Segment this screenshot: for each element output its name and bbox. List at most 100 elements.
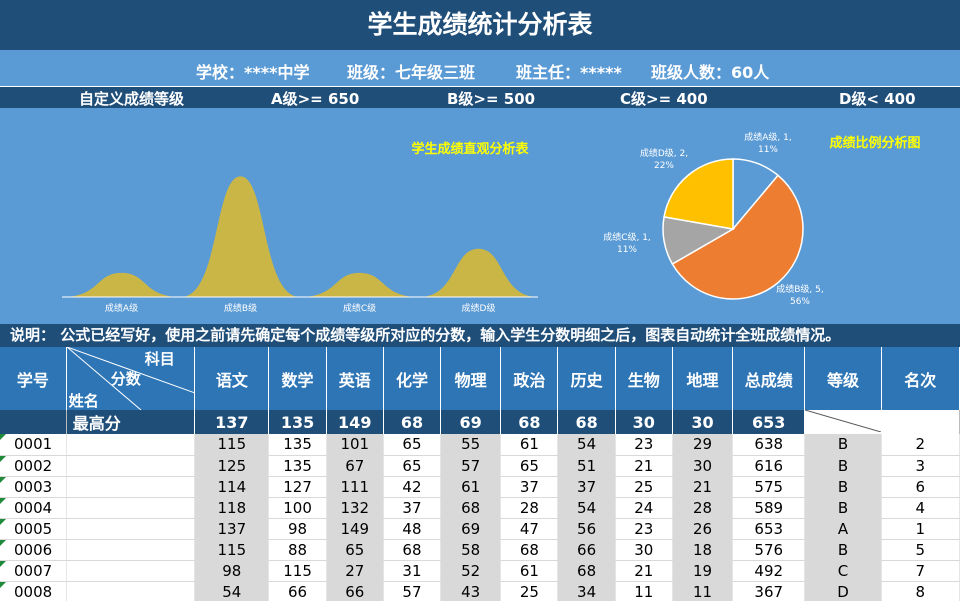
score-cell[interactable]: 11: [615, 581, 673, 601]
score-cell[interactable]: 68: [557, 560, 616, 582]
score-cell[interactable]: 31: [383, 560, 442, 582]
rank-cell[interactable]: 8: [881, 581, 960, 601]
score-cell[interactable]: 68: [383, 539, 442, 561]
grade-cell[interactable]: B: [804, 434, 882, 456]
score-cell[interactable]: 54: [194, 581, 270, 601]
score-cell[interactable]: 69: [440, 518, 502, 540]
student-id-cell[interactable]: 0008: [0, 581, 67, 601]
score-cell[interactable]: 25: [615, 476, 673, 498]
student-name-cell[interactable]: [66, 518, 196, 540]
total-cell[interactable]: 367: [732, 581, 806, 601]
score-cell[interactable]: 18: [672, 539, 734, 561]
score-cell[interactable]: 66: [268, 581, 327, 601]
score-cell[interactable]: 137: [194, 518, 270, 540]
score-cell[interactable]: 114: [194, 476, 270, 498]
score-cell[interactable]: 30: [672, 455, 734, 477]
score-cell[interactable]: 37: [500, 476, 559, 498]
score-cell[interactable]: 98: [194, 560, 270, 582]
score-cell[interactable]: 21: [615, 455, 673, 477]
score-cell[interactable]: 98: [268, 518, 327, 540]
score-cell[interactable]: 56: [557, 518, 616, 540]
total-cell[interactable]: 616: [732, 455, 806, 477]
score-cell[interactable]: 29: [672, 434, 734, 456]
score-cell[interactable]: 48: [383, 518, 442, 540]
score-cell[interactable]: 88: [268, 539, 327, 561]
student-id-cell[interactable]: 0004: [0, 497, 67, 519]
score-cell[interactable]: 23: [615, 518, 673, 540]
grade-cell[interactable]: B: [804, 539, 882, 561]
grade-cell[interactable]: B: [804, 497, 882, 519]
student-name-cell[interactable]: [66, 497, 196, 519]
score-cell[interactable]: 125: [194, 455, 270, 477]
score-cell[interactable]: 135: [268, 455, 327, 477]
score-cell[interactable]: 52: [440, 560, 502, 582]
grade-cell[interactable]: C: [804, 560, 882, 582]
score-cell[interactable]: 65: [383, 455, 442, 477]
score-cell[interactable]: 51: [557, 455, 616, 477]
total-cell[interactable]: 492: [732, 560, 806, 582]
score-cell[interactable]: 27: [326, 560, 384, 582]
student-name-cell[interactable]: [66, 455, 196, 477]
grade-c-threshold[interactable]: C级>= 400: [620, 90, 708, 108]
score-cell[interactable]: 66: [326, 581, 384, 601]
score-cell[interactable]: 11: [672, 581, 734, 601]
grade-cell[interactable]: B: [804, 476, 882, 498]
score-cell[interactable]: 58: [440, 539, 502, 561]
score-cell[interactable]: 28: [500, 497, 559, 519]
score-cell[interactable]: 57: [440, 455, 502, 477]
score-cell[interactable]: 68: [440, 497, 502, 519]
score-cell[interactable]: 54: [557, 434, 616, 456]
score-cell[interactable]: 57: [383, 581, 442, 601]
grade-b-threshold[interactable]: B级>= 500: [447, 90, 536, 108]
rank-cell[interactable]: 5: [881, 539, 960, 561]
total-cell[interactable]: 575: [732, 476, 806, 498]
score-cell[interactable]: 115: [268, 560, 327, 582]
score-cell[interactable]: 65: [326, 539, 384, 561]
student-name-cell[interactable]: [66, 560, 196, 582]
student-name-cell[interactable]: [66, 434, 196, 456]
score-cell[interactable]: 26: [672, 518, 734, 540]
score-cell[interactable]: 65: [383, 434, 442, 456]
student-id-cell[interactable]: 0003: [0, 476, 67, 498]
score-cell[interactable]: 21: [672, 476, 734, 498]
score-cell[interactable]: 61: [500, 560, 559, 582]
score-cell[interactable]: 61: [500, 434, 559, 456]
score-cell[interactable]: 115: [194, 539, 270, 561]
student-id-cell[interactable]: 0006: [0, 539, 67, 561]
total-cell[interactable]: 653: [732, 518, 806, 540]
score-cell[interactable]: 21: [615, 560, 673, 582]
rank-cell[interactable]: 7: [881, 560, 960, 582]
score-cell[interactable]: 111: [326, 476, 384, 498]
score-cell[interactable]: 47: [500, 518, 559, 540]
score-cell[interactable]: 54: [557, 497, 616, 519]
total-cell[interactable]: 638: [732, 434, 806, 456]
score-cell[interactable]: 37: [383, 497, 442, 519]
score-cell[interactable]: 135: [268, 434, 327, 456]
score-cell[interactable]: 42: [383, 476, 442, 498]
student-id-cell[interactable]: 0001: [0, 434, 67, 456]
score-cell[interactable]: 100: [268, 497, 327, 519]
score-cell[interactable]: 37: [557, 476, 616, 498]
score-cell[interactable]: 23: [615, 434, 673, 456]
score-cell[interactable]: 28: [672, 497, 734, 519]
score-cell[interactable]: 118: [194, 497, 270, 519]
rank-cell[interactable]: 3: [881, 455, 960, 477]
student-name-cell[interactable]: [66, 476, 196, 498]
student-id-cell[interactable]: 0005: [0, 518, 67, 540]
score-cell[interactable]: 34: [557, 581, 616, 601]
grade-cell[interactable]: A: [804, 518, 882, 540]
score-cell[interactable]: 65: [500, 455, 559, 477]
grade-cell[interactable]: D: [804, 581, 882, 601]
score-cell[interactable]: 66: [557, 539, 616, 561]
score-cell[interactable]: 67: [326, 455, 384, 477]
rank-cell[interactable]: 2: [881, 434, 960, 456]
rank-cell[interactable]: 1: [881, 518, 960, 540]
score-cell[interactable]: 68: [500, 539, 559, 561]
score-cell[interactable]: 101: [326, 434, 384, 456]
rank-cell[interactable]: 4: [881, 497, 960, 519]
total-cell[interactable]: 589: [732, 497, 806, 519]
rank-cell[interactable]: 6: [881, 476, 960, 498]
score-cell[interactable]: 61: [440, 476, 502, 498]
score-cell[interactable]: 55: [440, 434, 502, 456]
score-cell[interactable]: 132: [326, 497, 384, 519]
